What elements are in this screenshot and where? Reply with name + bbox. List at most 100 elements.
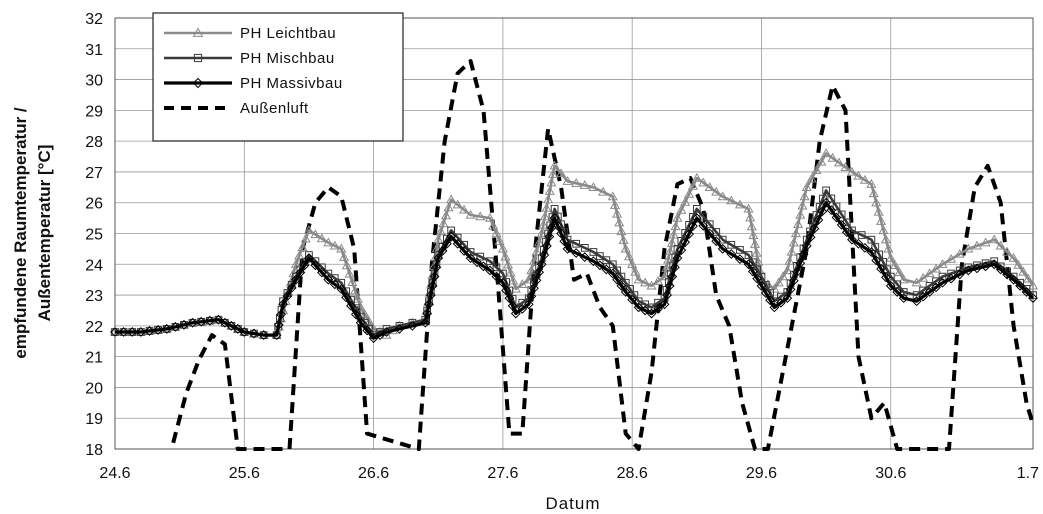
triangle-marker	[894, 267, 905, 277]
triangle-marker	[316, 233, 327, 243]
triangle-marker	[806, 173, 817, 183]
square-marker	[499, 269, 507, 278]
diamond-marker	[425, 290, 436, 300]
diamond-marker	[924, 287, 935, 297]
triangle-marker	[784, 255, 795, 265]
triangle-marker	[347, 277, 358, 286]
diamond-marker	[726, 249, 737, 259]
x-tick-label: 28.6	[617, 465, 648, 482]
diamond-marker	[472, 257, 482, 268]
triangle-marker	[898, 274, 909, 284]
square-marker	[748, 258, 757, 267]
diamond-marker	[536, 259, 547, 270]
x-axis-ticks: 24.6 25.6 26.6 27.6 28.6 29.6 30.6 1.7	[99, 465, 1039, 482]
triangle-marker	[534, 237, 545, 247]
diamond-marker	[534, 267, 544, 278]
diamond-marker	[541, 240, 552, 251]
diamond-marker	[258, 330, 269, 340]
diamond-marker	[491, 271, 502, 282]
diamond-marker	[688, 221, 698, 232]
triangle-marker	[873, 206, 884, 216]
triangle-marker	[866, 179, 877, 188]
y-tick-label: 20	[85, 380, 103, 397]
triangle-marker	[659, 271, 670, 281]
legend-item: PH Mischbau	[164, 50, 334, 67]
triangle-marker	[297, 242, 308, 252]
diamond-marker	[788, 275, 799, 286]
diamond-marker	[144, 326, 155, 336]
triangle-marker	[878, 225, 889, 235]
triangle-marker	[465, 209, 476, 219]
diamond-marker	[775, 297, 786, 308]
diamond-marker	[219, 317, 230, 328]
square-marker	[589, 248, 598, 256]
diamond-marker	[110, 327, 120, 337]
triangle-marker	[946, 253, 957, 263]
triangle-marker	[680, 196, 691, 206]
diamond-marker	[429, 271, 440, 282]
triangle-marker	[491, 228, 502, 238]
square-marker	[832, 202, 841, 211]
diamond-marker	[179, 319, 189, 330]
series-line	[171, 59, 1035, 451]
y-tick-label: 31	[85, 42, 103, 59]
square-marker	[822, 186, 830, 195]
y-axis-title-line1: empfundene Raumtemperatur /	[11, 107, 30, 359]
diamond-marker	[336, 284, 347, 294]
triangle-marker	[618, 234, 629, 244]
diamond-marker	[653, 304, 663, 314]
diamond-marker	[368, 333, 379, 344]
diamond-marker	[795, 258, 806, 269]
y-tick-label: 25	[85, 227, 103, 244]
square-marker	[630, 291, 639, 299]
diamond-marker	[752, 273, 763, 284]
diamond-marker	[282, 291, 293, 302]
diamond-marker	[809, 223, 820, 234]
diamond-marker	[278, 299, 288, 310]
triangle-marker	[502, 259, 514, 269]
diamond-marker	[885, 280, 896, 291]
diamond-marker	[381, 327, 392, 337]
square-marker	[857, 231, 866, 239]
y-tick-label: 29	[85, 103, 103, 120]
diamond-marker	[691, 213, 702, 224]
diamond-marker	[286, 282, 297, 293]
triangle-marker	[294, 250, 305, 260]
triangle-marker	[748, 230, 759, 240]
diamond-marker	[747, 266, 758, 277]
x-tick-label: 30.6	[875, 465, 906, 482]
triangle-marker	[440, 210, 452, 220]
triangle-marker	[579, 180, 590, 189]
triangle-marker	[438, 218, 449, 228]
triangle-marker	[571, 178, 582, 187]
diamond-marker	[316, 267, 327, 278]
diamond-marker	[801, 240, 812, 251]
x-axis-title: Datum	[545, 494, 600, 513]
y-tick-label: 28	[85, 134, 103, 151]
diamond-marker	[798, 249, 809, 260]
triangle-marker	[350, 285, 361, 295]
triangle-marker	[562, 175, 573, 185]
triangle-marker	[930, 263, 942, 273]
legend-label: PH Leichtbau	[240, 25, 336, 42]
triangle-marker	[989, 234, 1000, 244]
triangle-marker	[734, 199, 745, 209]
triangle-marker	[310, 229, 321, 239]
diamond-marker	[249, 328, 259, 339]
triangle-marker	[539, 211, 550, 221]
triangle-marker	[711, 186, 722, 196]
square-marker	[827, 194, 836, 203]
diamond-marker	[213, 314, 224, 325]
x-tick-label: 27.6	[487, 465, 518, 482]
triangle-marker	[614, 217, 625, 227]
triangle-marker	[687, 180, 699, 190]
series-ph-massivbau	[110, 197, 1038, 344]
diamond-marker	[276, 309, 286, 320]
diamond-marker	[612, 274, 623, 285]
y-tick-label: 21	[85, 350, 103, 367]
triangle-marker	[598, 186, 609, 196]
diamond-marker	[420, 317, 431, 328]
y-tick-label: 26	[85, 196, 103, 213]
diamond-marker	[517, 304, 528, 314]
y-tick-label: 27	[85, 165, 103, 182]
